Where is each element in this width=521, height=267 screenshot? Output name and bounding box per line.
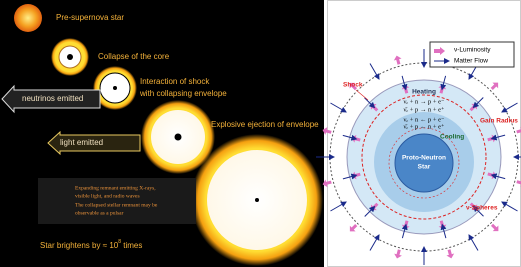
shock-label: Shock (343, 82, 363, 89)
core (67, 54, 73, 60)
spheres-label: ν-Spheres (466, 205, 498, 212)
note-line: The collapsed stellar remnant may be (75, 202, 158, 208)
stage-label: Collapse of the core (98, 52, 170, 61)
approx: ≈ (103, 241, 108, 250)
exponent: 8 (118, 239, 121, 245)
arrow-label: neutrinos emitted (22, 94, 83, 103)
core-label: Proto-Neutron (402, 155, 446, 162)
equation: νₑ + n ← p + e⁻ (403, 116, 445, 123)
stage-label: Explosive ejection of envelope (211, 120, 319, 129)
stage-label: Pre-supernova star (56, 13, 124, 22)
star-1 (14, 4, 42, 32)
heating-title: Heating (412, 89, 436, 96)
stage-label: with collapsing envelope (139, 89, 227, 98)
equation: ν̄ₑ + p ← n + e⁺ (403, 123, 445, 130)
stage-label: Interaction of shock (140, 77, 210, 86)
cooling-title: Cooling (440, 134, 464, 141)
text: Star brightens by (40, 241, 100, 250)
equation: ν̄ₑ + p → n + e⁺ (403, 106, 445, 113)
note-line: Expanding remnant emitting X-rays, (75, 185, 156, 191)
unit: times (123, 241, 142, 250)
note-line: observable as a pulsar (75, 210, 124, 216)
arrow-label: light emitted (60, 138, 103, 147)
core (175, 134, 182, 141)
legend-label: Matter Flow (454, 58, 488, 65)
core-label: Star (418, 164, 431, 171)
equation: νₑ + n → p + e⁻ (403, 98, 445, 105)
core (255, 198, 259, 202)
figure: Pre-supernova star Collapse of the core … (0, 0, 521, 267)
page: Pre-supernova star Collapse of the core … (0, 0, 521, 267)
gain-radius-label: Gain Radius (480, 118, 518, 125)
note-line: visible light, and radio waves (75, 193, 140, 199)
legend-label: ν-Luminosity (454, 47, 491, 54)
core (113, 86, 117, 90)
